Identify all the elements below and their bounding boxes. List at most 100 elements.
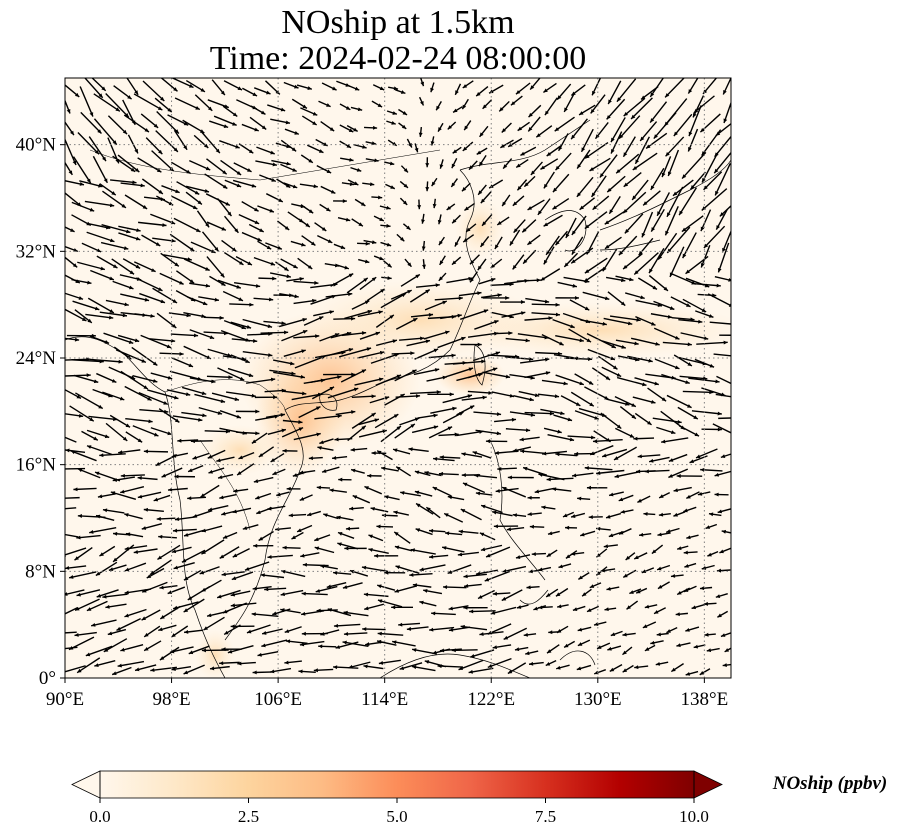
wind-arrow: [442, 394, 473, 404]
wind-arrow: [139, 292, 166, 304]
wind-arrow: [380, 223, 391, 228]
wind-arrow: [74, 309, 93, 324]
wind-arrow: [518, 390, 540, 398]
wind-arrow: [542, 82, 557, 94]
wind-arrow: [190, 439, 213, 444]
wind-arrow: [257, 240, 272, 250]
wind-arrow: [258, 276, 277, 281]
y-tick-label: 32°N: [16, 241, 57, 262]
wind-arrow: [69, 405, 95, 422]
wind-arrow: [513, 219, 526, 234]
wind-arrow: [553, 414, 573, 422]
wind-arrow: [545, 659, 557, 667]
wind-arrow: [555, 374, 585, 386]
wind-arrow: [653, 300, 675, 311]
wind-arrow: [634, 377, 659, 386]
wind-arrow: [478, 154, 487, 167]
wind-arrow: [65, 256, 78, 268]
wind-arrow: [223, 80, 243, 91]
wind-arrow: [166, 389, 191, 397]
wind-arrow: [145, 137, 163, 155]
wind-arrow: [501, 589, 523, 602]
wind-arrow: [650, 640, 664, 645]
wind-arrow: [337, 531, 355, 539]
wind-arrow: [158, 624, 177, 632]
wind-arrow: [509, 411, 536, 417]
wind-arrow: [376, 524, 394, 529]
wind-arrow: [117, 660, 145, 668]
wind-arrow: [120, 643, 144, 652]
wind-arrow: [377, 584, 396, 591]
wind-arrow: [422, 259, 426, 269]
wind-arrow: [490, 606, 517, 615]
wind-arrow: [472, 451, 492, 459]
wind-arrow: [200, 484, 220, 498]
wind-arrow: [586, 485, 608, 490]
wind-arrow: [462, 482, 486, 494]
wind-arrow: [676, 587, 691, 596]
wind-arrow: [113, 85, 133, 100]
wind-arrow: [135, 277, 163, 292]
wind-arrow: [658, 512, 671, 517]
wind-arrow: [364, 603, 384, 611]
wind-arrow: [516, 179, 528, 191]
wind-arrow: [637, 454, 661, 459]
wind-arrow: [394, 423, 416, 439]
wind-arrow: [123, 114, 150, 133]
wind-arrow: [236, 463, 255, 476]
wind-arrow: [400, 165, 409, 173]
wind-arrow: [577, 626, 592, 632]
wind-arrow: [142, 80, 165, 102]
wind-arrow: [469, 271, 478, 283]
wind-arrow: [645, 132, 668, 150]
wind-arrow: [588, 515, 603, 520]
wind-arrow: [253, 256, 276, 266]
wind-arrow: [206, 375, 233, 380]
wind-arrow: [666, 226, 691, 254]
wind-arrow: [570, 391, 595, 407]
wind-arrow: [172, 357, 194, 368]
wind-arrow: [81, 430, 99, 441]
wind-arrow: [678, 187, 698, 216]
wind-arrow: [526, 585, 540, 590]
wind-arrow: [513, 394, 534, 402]
wind-arrow: [375, 374, 402, 386]
wind-arrow: [418, 96, 425, 106]
wind-arrow: [564, 357, 593, 362]
x-tick-label: 106°E: [254, 689, 302, 710]
wind-arrow: [107, 115, 128, 135]
wind-arrow: [357, 310, 383, 318]
wind-arrow: [196, 210, 210, 228]
wind-arrow: [468, 667, 494, 674]
wind-arrow: [424, 470, 442, 477]
x-axis-ticks: 90°E 98°E 106°E 114°E 122°E 130°E 138°E: [46, 678, 728, 710]
wind-arrow: [319, 438, 334, 445]
wind-arrow: [321, 466, 340, 473]
wind-arrow: [345, 526, 360, 531]
wind-arrow: [230, 354, 250, 364]
wind-arrow: [540, 158, 559, 170]
wind-arrow: [283, 81, 299, 89]
wind-arrow: [97, 493, 116, 499]
wind-arrow: [74, 598, 100, 611]
wind-arrow: [293, 334, 320, 339]
wind-arrow: [627, 355, 653, 363]
wind-arrow: [354, 198, 366, 207]
wind-arrow: [668, 468, 689, 479]
wind-arrow: [363, 239, 377, 245]
wind-arrow: [349, 506, 364, 511]
wind-arrow: [475, 569, 498, 576]
wind-arrow: [716, 375, 731, 385]
wind-arrow: [480, 191, 492, 204]
wind-arrow: [644, 469, 670, 474]
wind-arrow: [362, 182, 375, 187]
wind-arrow: [541, 379, 568, 386]
wind-arrow: [463, 583, 482, 588]
wind-arrow: [86, 429, 110, 439]
wind-arrow: [634, 665, 649, 670]
wind-arrow: [90, 269, 115, 281]
wind-arrow: [276, 491, 290, 497]
wind-arrow: [714, 492, 729, 497]
wind-arrow: [384, 161, 395, 166]
wind-arrow: [335, 641, 359, 649]
